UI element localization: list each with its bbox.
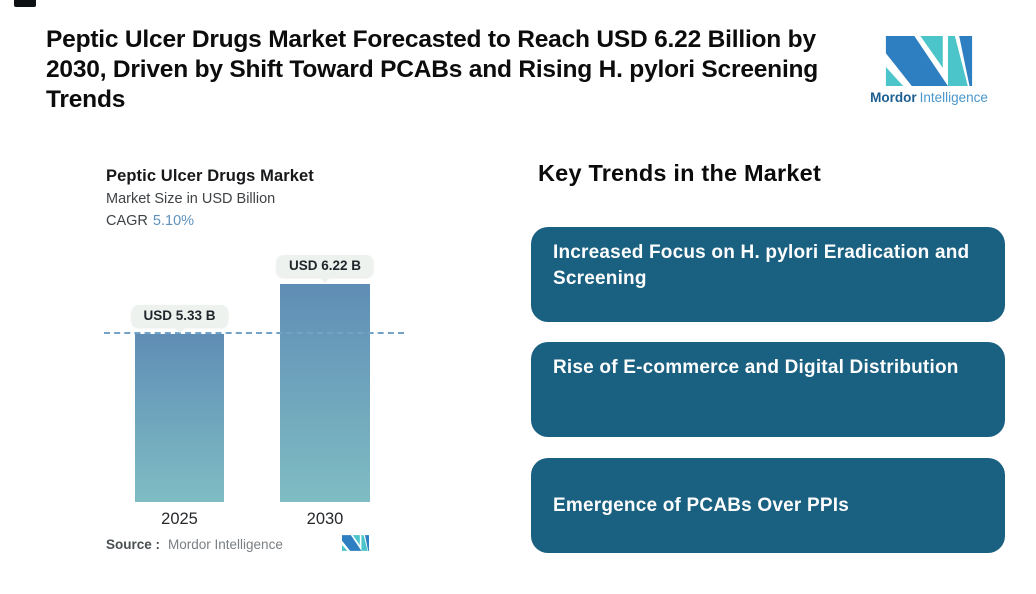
chart-subtitle: Market Size in USD Billion [106, 191, 276, 207]
value-label-2030: USD 6.22 B [276, 255, 374, 277]
trend-card-hpylori: Increased Focus on H. pylori Eradication… [531, 227, 1005, 322]
x-tick-2030: 2030 [306, 510, 344, 528]
plot-area: USD 5.33 B USD 6.22 B 2025 2030 [104, 255, 404, 528]
source-label: Source : [106, 537, 161, 552]
trend-card-label: Rise of E-commerce and Digital Distribut… [553, 357, 959, 378]
screen-edge-artifact [14, 0, 36, 7]
x-tick-2025: 2025 [161, 510, 198, 528]
source-value: Mordor Intelligence [168, 537, 283, 552]
value-label-2025: USD 5.33 B [131, 305, 228, 327]
source-row: Source : Mordor Intelligence [106, 537, 283, 552]
bar-2025 [135, 334, 224, 502]
trends-heading: Key Trends in the Market [538, 160, 821, 186]
page-title: Peptic Ulcer Drugs Market Forecasted to … [46, 26, 819, 113]
baseline-dashed-line [104, 332, 404, 334]
bar-2030 [280, 284, 370, 502]
trend-card-label: Increased Focus on H. pylori Eradication… [553, 242, 970, 289]
cagr-label: CAGR [106, 213, 148, 229]
trend-card-label: Emergence of PCABs Over PPIs [553, 494, 849, 516]
brand-name-primary: Mordor [870, 90, 917, 105]
trend-card-pcabs: Emergence of PCABs Over PPIs [531, 458, 1005, 553]
trend-card-ecommerce: Rise of E-commerce and Digital Distribut… [531, 342, 1005, 437]
brand-name: Mordor Intelligence [867, 90, 991, 105]
cagr-value: 5.10% [152, 213, 195, 229]
cagr-row: CAGR 5.10% [106, 213, 194, 229]
mordor-logo-mark-icon [885, 36, 973, 86]
mordor-logo-mini-icon [342, 535, 369, 551]
chart-title: Peptic Ulcer Drugs Market [106, 167, 314, 185]
brand-logo: Mordor Intelligence [867, 36, 991, 105]
brand-name-secondary: Intelligence [919, 90, 988, 105]
